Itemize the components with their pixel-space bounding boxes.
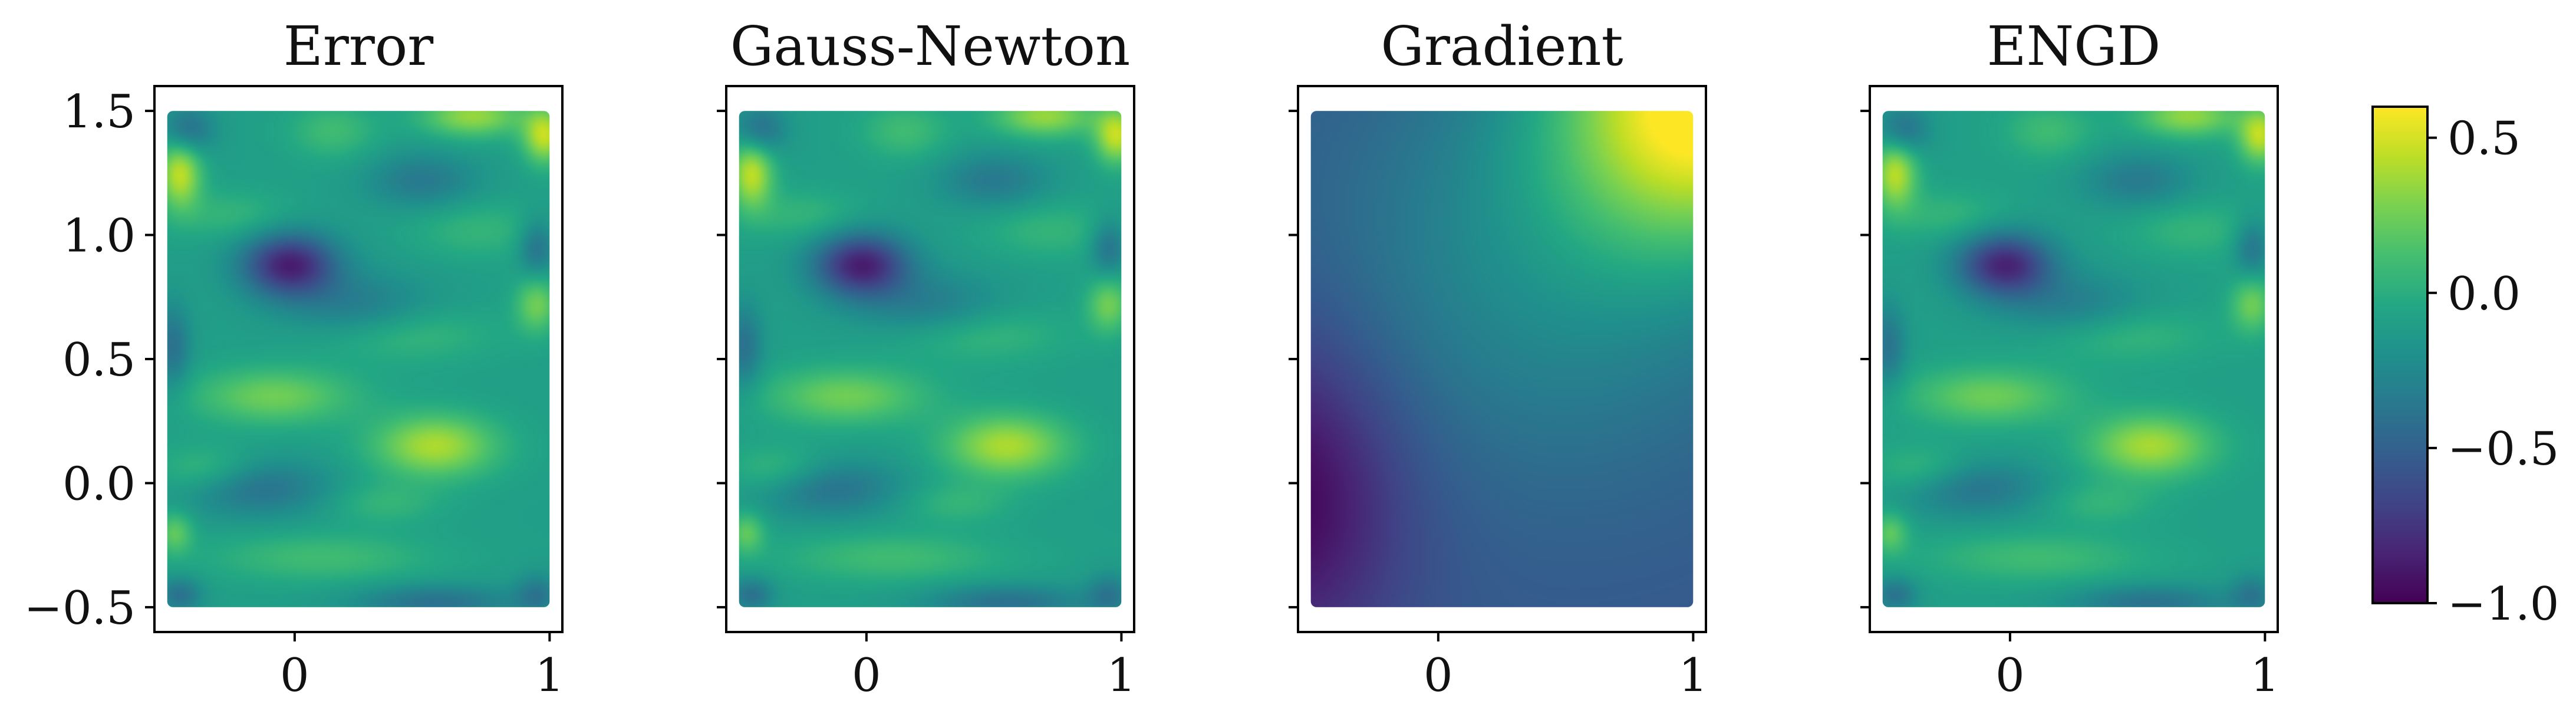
colorbar-tick-label: −0.5 <box>2447 423 2559 476</box>
heatmap-image <box>167 111 550 607</box>
colorbar-tick-label: −1.0 <box>2447 578 2559 631</box>
panel-title: ENGD <box>1987 15 2161 78</box>
panel-title: Gauss-Newton <box>730 15 1130 78</box>
panel-title: Error <box>284 15 434 78</box>
x-tick-label: 1 <box>535 649 565 702</box>
heatmap-image <box>1882 111 2265 607</box>
panel-error: Error 0 1 1.5 1.0 0.5 0.0 −0.5 <box>24 15 565 702</box>
y-tick-label: 0.0 <box>62 458 136 511</box>
colorbar-frame <box>2371 106 2429 604</box>
heatmap-image <box>1310 111 1694 607</box>
y-tick-label: 0.5 <box>62 334 136 387</box>
x-tick-label: 0 <box>1995 649 2025 702</box>
colorbar-tick-label: 0.0 <box>2447 268 2521 321</box>
colorbar-tick-label: 0.5 <box>2447 113 2521 166</box>
panel-gauss-newton: Gauss-Newton 0 1 <box>717 15 1136 702</box>
panel-title: Gradient <box>1381 15 1623 78</box>
colorbar-gradient <box>2373 107 2427 603</box>
panel-engd: ENGD 0 1 <box>1860 15 2279 702</box>
x-tick-label: 1 <box>2251 649 2280 702</box>
colorbar: 0.5 0.0 −0.5 −1.0 <box>2371 106 2559 631</box>
panel-gradient: Gradient 0 1 <box>1289 15 1708 702</box>
y-tick-label: 1.0 <box>62 210 136 263</box>
x-tick-label: 0 <box>852 649 881 702</box>
y-tick-label: −0.5 <box>24 582 136 635</box>
x-tick-label: 0 <box>1424 649 1453 702</box>
x-tick-label: 1 <box>1679 649 1708 702</box>
y-tick-label: 1.5 <box>62 85 136 139</box>
x-tick-label: 0 <box>280 649 309 702</box>
heatmap-image <box>739 111 1122 607</box>
x-tick-label: 1 <box>1107 649 1137 702</box>
